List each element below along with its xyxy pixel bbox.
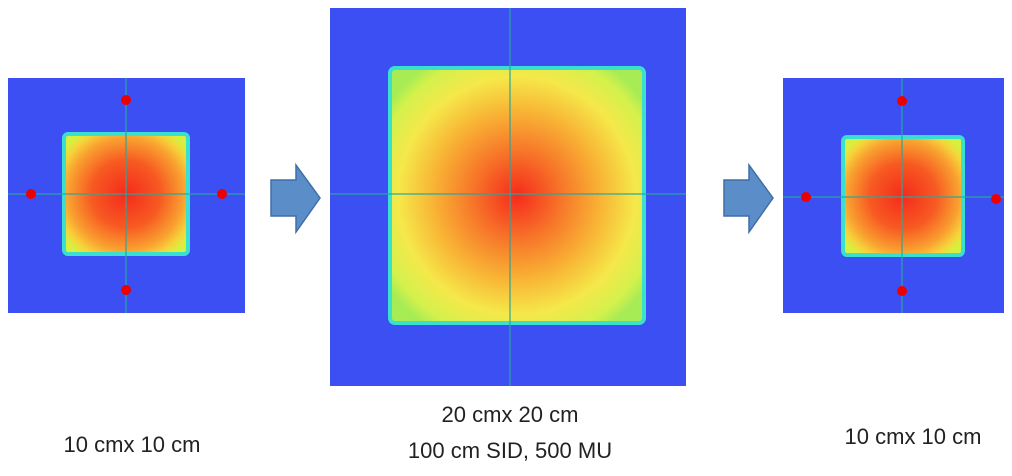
left-image xyxy=(8,78,245,313)
caption: 100 cm SID, 500 MU xyxy=(408,438,612,463)
caption: 20 cmx 20 cm xyxy=(442,402,579,427)
right-image xyxy=(783,78,1004,313)
caption: 10 cmx 10 cm xyxy=(64,432,201,457)
middle-image xyxy=(330,8,686,386)
figure: 10 cmx 10 cm 20 cmx 20 cm 100 cm SID, 50… xyxy=(0,0,1012,471)
caption: 10 cmx 10 cm xyxy=(845,424,982,449)
arrow xyxy=(724,165,773,232)
arrow xyxy=(271,165,320,232)
